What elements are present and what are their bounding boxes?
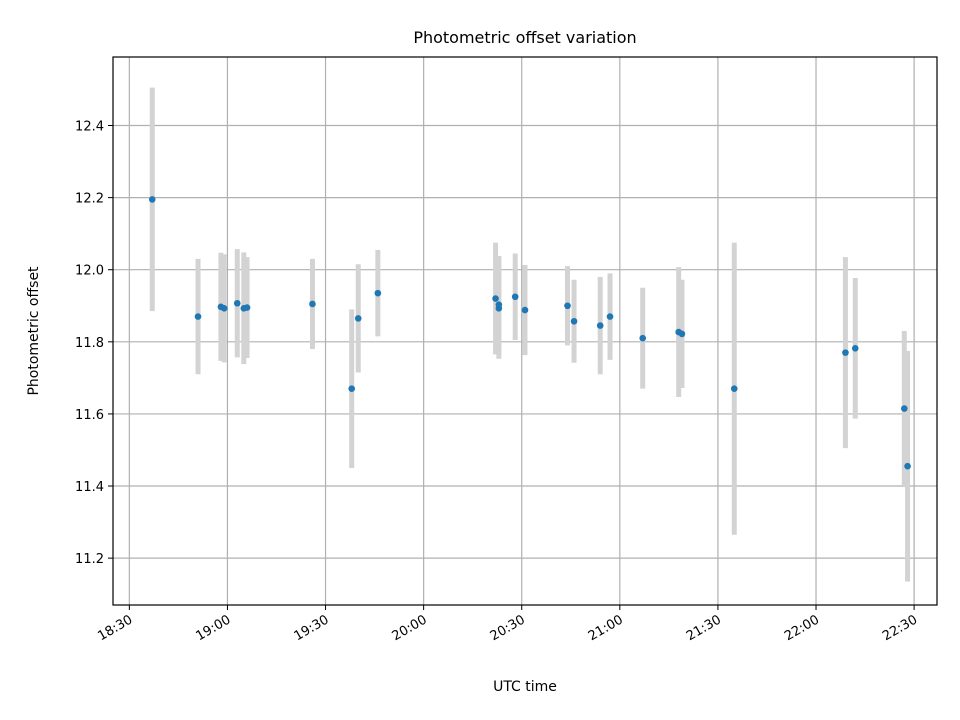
y-tick-label: 11.8: [75, 336, 104, 351]
data-point: [901, 405, 908, 412]
x-tick-label: 22:00: [782, 612, 822, 644]
data-point: [348, 385, 355, 392]
data-point: [194, 313, 202, 320]
data-point: [596, 322, 604, 329]
x-axis-ticks: 18:30 19:00 19:30 20:00 20:30 21:00 21:30 22:00…: [95, 605, 920, 644]
data-point: [495, 301, 503, 308]
data-point: [492, 295, 499, 302]
data-point: [842, 349, 849, 356]
x-axis-label: UTC time: [493, 679, 557, 695]
data-point: [354, 315, 362, 322]
data-point: [851, 345, 859, 352]
y-axis-label: Photometric offset: [26, 266, 42, 396]
x-tick-label: 18:30: [95, 612, 135, 644]
y-axis-ticks: 11.2 11.4 11.6 11.8 12.0 12.2 12.4: [75, 120, 113, 567]
x-tick-label: 19:30: [292, 612, 332, 644]
x-tick-label: 19:00: [193, 612, 233, 644]
data-point: [309, 300, 316, 308]
x-tick-label: 20:00: [390, 612, 430, 644]
data-point: [521, 306, 529, 314]
y-tick-label: 12.4: [75, 120, 104, 135]
data-point: [243, 304, 251, 311]
data-point: [904, 462, 911, 470]
data-point: [511, 293, 519, 301]
plot-frame: [112, 56, 938, 606]
data-point: [730, 385, 738, 392]
y-tick-label: 11.2: [75, 552, 104, 567]
data-point: [570, 317, 578, 325]
y-tick-label: 11.6: [75, 408, 104, 423]
x-tick-label: 21:00: [586, 612, 626, 644]
data-point: [678, 330, 686, 338]
data-points: [148, 196, 911, 470]
data-point: [220, 304, 228, 312]
data-point: [374, 289, 382, 297]
data-point: [233, 299, 241, 307]
x-tick-label: 20:30: [488, 612, 528, 644]
x-tick-label: 21:30: [684, 612, 724, 644]
y-tick-label: 11.4: [75, 480, 104, 495]
data-point: [639, 334, 647, 342]
x-tick-label: 22:30: [880, 612, 920, 644]
chart-title: Photometric offset variation: [413, 28, 636, 47]
data-point: [148, 196, 156, 203]
error-bars: [149, 87, 911, 582]
y-tick-label: 12.2: [75, 192, 104, 207]
data-point: [606, 313, 614, 320]
data-point: [564, 302, 571, 310]
y-tick-label: 12.0: [75, 264, 104, 279]
